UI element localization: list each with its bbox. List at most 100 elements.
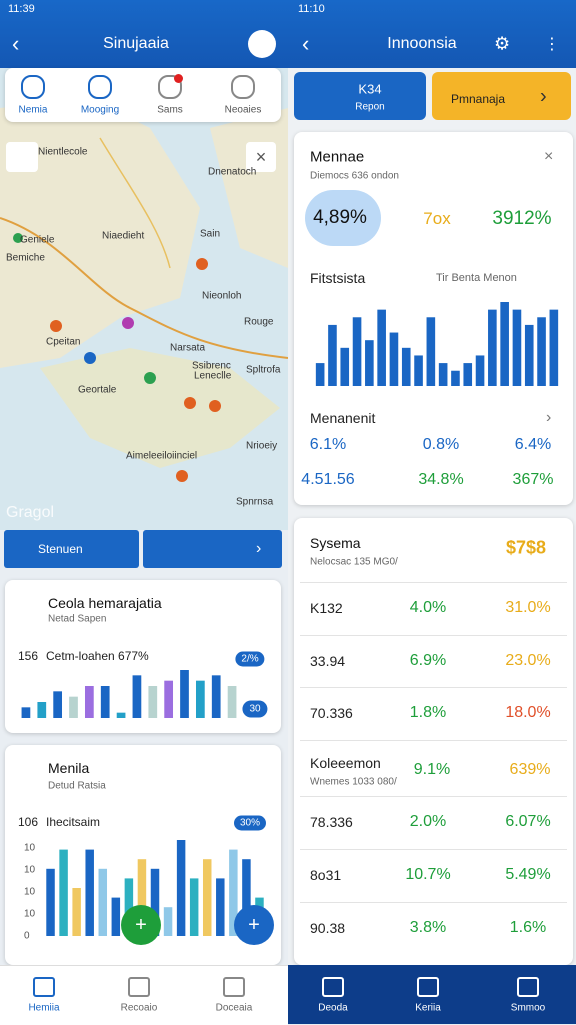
- action-button[interactable]: [4, 530, 139, 568]
- map-pin[interactable]: [184, 397, 196, 409]
- map-pin[interactable]: [50, 320, 62, 332]
- back-button[interactable]: ‹: [302, 31, 310, 56]
- bar: [475, 355, 485, 386]
- nav-icon[interactable]: [223, 977, 245, 997]
- map-pin[interactable]: [176, 470, 188, 482]
- app-bar: [0, 0, 288, 68]
- card-title: Ceola hemarajatia: [48, 595, 162, 611]
- nav-icon[interactable]: [128, 977, 150, 997]
- cell: 70.336: [310, 705, 353, 721]
- stat-value: 0.8%: [422, 436, 460, 453]
- stat-value: 367%: [512, 471, 554, 488]
- badge: 30: [242, 700, 268, 718]
- stat-value: 34.8%: [418, 471, 464, 488]
- map-label: Bemiche: [6, 252, 45, 264]
- group-title: Koleeemon: [310, 755, 381, 771]
- bar: [537, 317, 546, 386]
- secondary-button[interactable]: [432, 72, 571, 120]
- map-label: Aimeleeiloiinciel: [126, 450, 198, 462]
- map-label: Nieonloh: [202, 290, 242, 302]
- bar: [150, 868, 160, 936]
- layers-button[interactable]: [6, 142, 38, 172]
- bar: [53, 691, 63, 718]
- bar: [463, 363, 473, 386]
- settings-button[interactable]: ⚙: [494, 33, 511, 54]
- axis-label: 10: [24, 864, 36, 876]
- nav-icon[interactable]: [417, 977, 439, 997]
- bar-chart: [46, 840, 264, 936]
- back-button[interactable]: ‹: [12, 31, 20, 56]
- primary-button[interactable]: [294, 72, 426, 120]
- tab-icon[interactable]: [88, 75, 112, 99]
- nav-icon[interactable]: [33, 977, 55, 997]
- menu-button[interactable]: ⋮: [544, 36, 560, 53]
- divider: [300, 634, 567, 636]
- bar: [438, 363, 448, 386]
- tab-icon[interactable]: [231, 75, 255, 99]
- axis-label: 10: [24, 842, 36, 854]
- map-label: Rouge: [244, 316, 274, 328]
- map-label: Spnrnsa: [236, 496, 274, 508]
- chevron: ›: [540, 85, 547, 108]
- divider: [300, 796, 567, 797]
- map-label: Niaedieht: [102, 230, 145, 242]
- nav-label: Recoaio: [120, 1002, 158, 1014]
- map-label: Geniele: [20, 234, 55, 246]
- bar: [377, 309, 386, 386]
- map-pin[interactable]: [144, 372, 156, 384]
- divider: [300, 849, 567, 850]
- stat-value: 6.4%: [514, 436, 552, 453]
- bar: [132, 675, 142, 718]
- bar: [124, 878, 134, 936]
- chevron[interactable]: ›: [546, 409, 552, 426]
- tab-icon[interactable]: [158, 75, 182, 99]
- cell: 2.0%: [409, 813, 447, 830]
- profile-button[interactable]: [248, 30, 276, 58]
- map-pin[interactable]: [13, 233, 23, 243]
- bar: [202, 859, 212, 936]
- close-button[interactable]: ×: [544, 148, 554, 165]
- map-label: Leneclle: [194, 370, 232, 382]
- map-label: Ssibrenc: [192, 360, 231, 372]
- action-button-label: Stenuen: [38, 542, 83, 556]
- bar: [69, 696, 78, 718]
- screen-title: Innoonsia: [387, 35, 457, 52]
- status-time: 11:39: [8, 3, 35, 15]
- bar: [365, 340, 374, 386]
- bar: [315, 363, 325, 386]
- tab-icon[interactable]: [21, 75, 45, 99]
- divider: [300, 902, 567, 903]
- bottom-nav: [288, 965, 576, 1024]
- map-label: Spltrofa: [246, 364, 281, 376]
- bar: [21, 707, 31, 718]
- tab-label: Mooging: [80, 104, 120, 116]
- fab[interactable]: +: [234, 905, 274, 945]
- button-label: K34: [358, 81, 382, 97]
- metric: 156: [18, 649, 39, 663]
- road: [99, 137, 171, 269]
- map-pin[interactable]: [209, 400, 221, 412]
- group-value: 639%: [509, 761, 551, 778]
- map-label: Sain: [200, 228, 221, 240]
- close-button[interactable]: ×: [246, 142, 276, 172]
- fab[interactable]: +: [121, 905, 161, 945]
- divider: [300, 740, 567, 741]
- cell: 6.07%: [505, 813, 551, 830]
- nav-icon[interactable]: [517, 977, 539, 997]
- cell: 5.49%: [505, 866, 551, 883]
- bar: [180, 670, 189, 718]
- next-button[interactable]: [143, 530, 282, 568]
- chart-title: Fitstsista: [310, 270, 366, 286]
- group-subtitle: Wnemes 1033 080/: [310, 776, 397, 788]
- bar: [401, 347, 411, 386]
- cell: 3.8%: [409, 919, 447, 936]
- bar: [164, 680, 174, 718]
- map-pin[interactable]: [196, 258, 208, 270]
- bar: [189, 878, 199, 936]
- map-pin[interactable]: [122, 317, 134, 329]
- map-pin[interactable]: [84, 352, 96, 364]
- axis-label: 0: [24, 930, 30, 942]
- nav-label: Hemiia: [28, 1002, 60, 1014]
- nav-icon[interactable]: [322, 977, 344, 997]
